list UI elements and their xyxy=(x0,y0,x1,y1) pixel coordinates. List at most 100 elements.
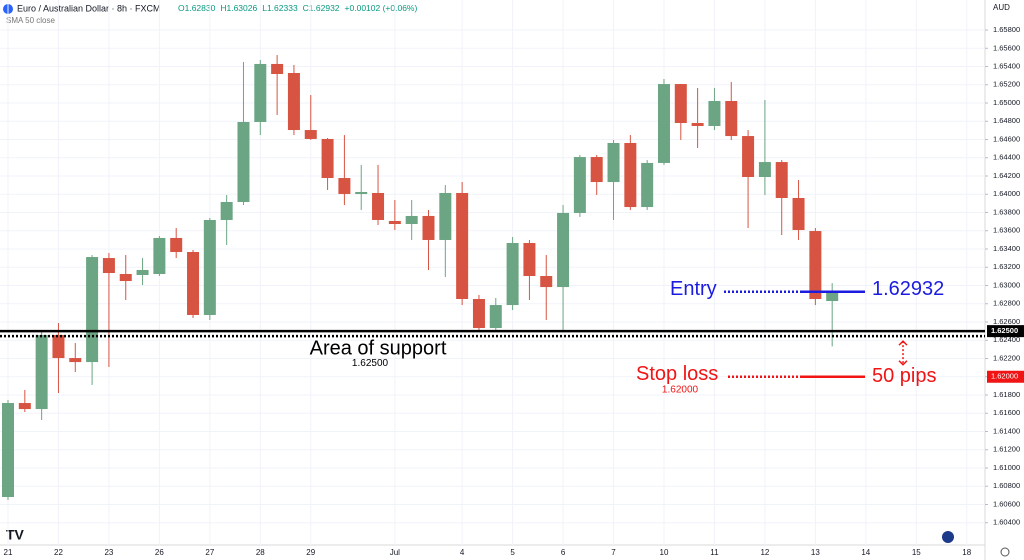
candle-body xyxy=(35,335,48,410)
y-tick-label: 1.64000 xyxy=(993,189,1020,198)
candle-body xyxy=(657,84,670,163)
y-tick-label: 1.60800 xyxy=(993,481,1020,490)
symbol-title: Euro / Australian Dollar · 8h · FXCM xyxy=(17,3,161,13)
candle-body xyxy=(557,212,570,288)
candle-body xyxy=(321,138,334,179)
candle-body xyxy=(708,101,721,127)
support-label: Area of support xyxy=(310,337,447,359)
y-tick-label: 1.64200 xyxy=(993,171,1020,180)
candle-body xyxy=(271,63,284,74)
candle-body xyxy=(388,220,401,225)
x-tick-label: 14 xyxy=(861,548,870,557)
candle-body xyxy=(691,122,704,127)
y-tick-label: 1.64400 xyxy=(993,153,1020,162)
candle-body xyxy=(809,231,822,300)
y-tick-label: 1.63600 xyxy=(993,226,1020,235)
candle-body xyxy=(489,305,502,329)
y-tick-label: 1.62400 xyxy=(993,335,1020,344)
entry-value: 1.62932 xyxy=(872,278,944,300)
y-tick-label: 1.65600 xyxy=(993,43,1020,52)
x-tick-label: 12 xyxy=(760,548,769,557)
candle-body xyxy=(523,242,536,277)
candle-body xyxy=(624,142,637,208)
candle-body xyxy=(590,157,603,183)
candle-body xyxy=(439,192,452,240)
price-badge-label: 1.62500 xyxy=(991,326,1018,335)
y-tick-label: 1.62600 xyxy=(993,317,1020,326)
y-tick-label: 1.64600 xyxy=(993,134,1020,143)
candle-body xyxy=(18,403,31,410)
candle-body xyxy=(506,242,519,306)
y-tick-label: 1.60600 xyxy=(993,499,1020,508)
x-tick-label: 28 xyxy=(256,548,265,557)
logo: TV xyxy=(6,527,25,543)
candle-body xyxy=(422,215,435,240)
candle-body xyxy=(540,276,553,288)
x-tick-label: 6 xyxy=(561,548,566,557)
x-tick-label: 27 xyxy=(205,548,214,557)
stop-loss-label: Stop loss xyxy=(636,363,718,385)
support-value: 1.62500 xyxy=(352,358,389,369)
ohlc-value: O1.62830 xyxy=(178,3,216,13)
candle-body xyxy=(237,121,250,203)
ohlc-legend: O1.62830 H1.63026 L1.62333 C1.62932 +0.00102… xyxy=(178,3,417,13)
y-tick-label: 1.61000 xyxy=(993,463,1020,472)
y-tick-label: 1.62800 xyxy=(993,299,1020,308)
y-tick-label: 1.65400 xyxy=(993,62,1020,71)
y-tick-label: 1.65000 xyxy=(993,98,1020,107)
price-badge xyxy=(987,325,1024,338)
candle-body xyxy=(52,335,65,359)
candle-body xyxy=(742,136,755,178)
change-value: +0.00102 (+0.06%) xyxy=(345,3,418,13)
price-badge xyxy=(987,370,1024,383)
x-tick-label: 7 xyxy=(611,548,616,557)
x-tick-label: 13 xyxy=(811,548,820,557)
candle-body xyxy=(792,197,805,231)
candle-body xyxy=(725,101,738,137)
y-tick-label: 1.61200 xyxy=(993,445,1020,454)
stop-loss-value: 1.62000 xyxy=(662,384,699,395)
x-tick-label: 22 xyxy=(54,548,63,557)
y-tick-label: 1.61600 xyxy=(993,408,1020,417)
candle-body xyxy=(254,63,267,122)
x-tick-label: 29 xyxy=(306,548,315,557)
pips-label: 50 pips xyxy=(872,365,937,387)
entry-label: Entry xyxy=(670,278,717,300)
ohlc-value: L1.62333 xyxy=(262,3,298,13)
indicator-label: SMA 50 close xyxy=(6,16,55,25)
y-tick-label: 1.63200 xyxy=(993,262,1020,271)
candle-body xyxy=(119,274,132,282)
x-tick-label: 10 xyxy=(660,548,669,557)
x-tick-label: 21 xyxy=(4,548,13,557)
x-tick-label: 5 xyxy=(510,548,515,557)
candle-body xyxy=(758,162,771,178)
candle-body xyxy=(372,192,385,220)
y-tick-label: 1.63800 xyxy=(993,207,1020,216)
x-tick-label: 26 xyxy=(155,548,164,557)
candle-body xyxy=(456,192,469,300)
x-tick-label: 23 xyxy=(104,548,113,557)
candle-body xyxy=(153,237,166,275)
x-tick-label: 15 xyxy=(912,548,921,557)
x-tick-label: Jul xyxy=(390,548,400,557)
pips-arrow-head xyxy=(898,340,908,366)
x-tick-label: 4 xyxy=(460,548,465,557)
candle-body xyxy=(2,403,14,498)
candle-body xyxy=(287,72,300,131)
candle-body xyxy=(136,269,149,276)
y-tick-label: 1.65800 xyxy=(993,25,1020,34)
candle-body xyxy=(355,191,368,194)
candle-body xyxy=(405,215,418,225)
candle-body xyxy=(220,202,233,220)
candle-body xyxy=(472,299,485,329)
candle-body xyxy=(338,178,351,194)
candle-body xyxy=(641,162,654,208)
candle-body xyxy=(170,237,183,253)
settings-icon[interactable] xyxy=(1000,547,1010,557)
candle-body xyxy=(187,252,200,315)
candle-body xyxy=(607,142,620,183)
currency-label: AUD xyxy=(993,3,1010,12)
y-tick-label: 1.64800 xyxy=(993,116,1020,125)
x-tick-label: 18 xyxy=(962,548,971,557)
